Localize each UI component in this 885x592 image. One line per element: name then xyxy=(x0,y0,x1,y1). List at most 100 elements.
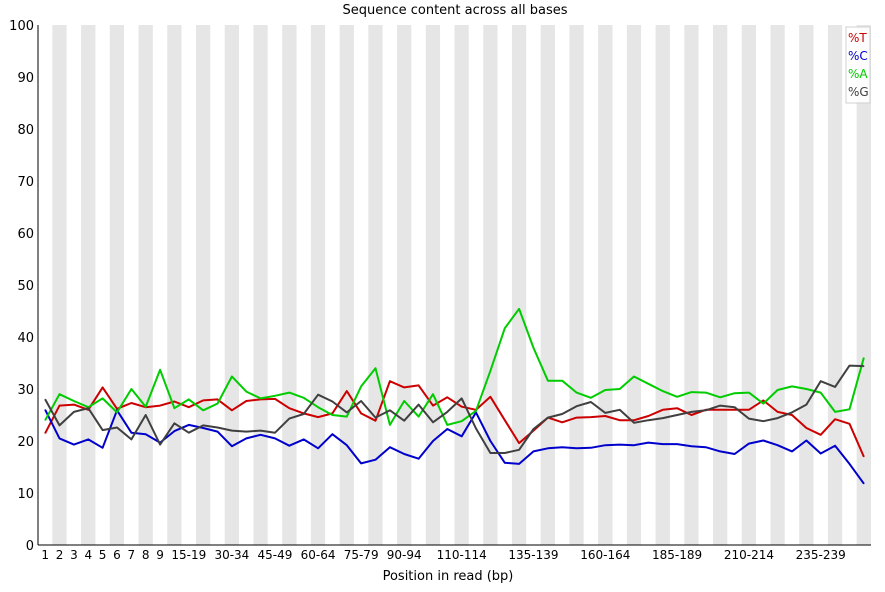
data-point xyxy=(245,400,247,402)
data-point xyxy=(518,308,520,310)
legend-entry: %T xyxy=(848,31,867,45)
data-point xyxy=(216,426,219,429)
background-band xyxy=(239,25,254,545)
data-point xyxy=(604,415,606,417)
data-point xyxy=(748,392,750,394)
data-point xyxy=(805,404,807,406)
data-point xyxy=(791,411,793,413)
data-point xyxy=(676,407,678,409)
data-point xyxy=(489,396,492,398)
data-point xyxy=(619,388,621,390)
background-band xyxy=(727,25,742,545)
data-point xyxy=(274,395,276,397)
data-point xyxy=(188,432,190,434)
data-point xyxy=(173,422,176,424)
data-point xyxy=(432,393,434,395)
data-point xyxy=(547,447,549,449)
x-axis-label: Position in read (bp) xyxy=(383,569,514,584)
data-point xyxy=(863,483,865,485)
data-point xyxy=(575,392,578,394)
y-ticks: 0 10 20 30 40 50 60 70 80 90 100 xyxy=(9,19,34,554)
data-point xyxy=(303,397,305,399)
data-point xyxy=(202,399,204,402)
data-point xyxy=(619,409,621,411)
y-tick-label: 40 xyxy=(17,331,34,346)
background-band xyxy=(210,25,225,545)
data-point xyxy=(705,392,707,394)
data-point xyxy=(690,411,693,413)
data-point xyxy=(719,409,721,411)
data-point xyxy=(58,437,61,439)
data-point xyxy=(762,399,764,402)
data-point xyxy=(504,452,506,454)
x-ticks: 1 2 3 4 5 6 7 8 9 15-19 30-34 45-49 60-64 75-79 90-94 1… xyxy=(41,548,845,562)
data-point xyxy=(446,424,448,426)
data-point xyxy=(260,397,262,399)
background-band xyxy=(555,25,570,545)
data-point xyxy=(403,453,405,455)
data-point xyxy=(461,420,463,422)
data-point xyxy=(245,391,247,393)
data-point xyxy=(288,418,290,420)
data-point xyxy=(604,412,606,414)
background-band xyxy=(569,25,584,545)
data-point xyxy=(173,400,176,403)
data-point xyxy=(762,439,764,442)
data-point xyxy=(748,409,750,411)
data-point xyxy=(719,396,721,398)
data-point xyxy=(647,415,649,417)
axes xyxy=(37,25,871,546)
data-point xyxy=(748,418,750,420)
data-point xyxy=(676,414,678,416)
data-point xyxy=(331,400,334,403)
data-point xyxy=(374,367,377,369)
data-point xyxy=(403,420,405,422)
data-point xyxy=(245,431,247,433)
data-point xyxy=(705,446,707,448)
data-point xyxy=(87,407,89,409)
background-band xyxy=(511,25,527,545)
data-point xyxy=(274,432,276,434)
background-band xyxy=(95,25,110,545)
x-tick-label: 45-49 xyxy=(258,548,293,562)
x-tick-label: 6 xyxy=(113,548,121,562)
data-point xyxy=(288,445,290,447)
data-point xyxy=(317,406,319,408)
data-point xyxy=(360,400,362,402)
data-point xyxy=(733,453,736,455)
data-point xyxy=(619,444,621,446)
background-band xyxy=(770,25,785,545)
data-point xyxy=(44,419,46,421)
background-band xyxy=(583,25,599,545)
data-point xyxy=(690,445,693,447)
background-band xyxy=(167,25,182,545)
data-point xyxy=(848,463,851,465)
data-point xyxy=(590,401,592,403)
legend-box xyxy=(845,26,871,104)
background-band xyxy=(756,25,771,545)
x-tick-label: 75-79 xyxy=(344,548,379,562)
background-band xyxy=(353,25,369,545)
data-point xyxy=(863,357,865,359)
x-tick-label: 2 xyxy=(56,548,64,562)
legend-entry: %G xyxy=(848,85,869,99)
data-point xyxy=(130,432,132,434)
background-band xyxy=(224,25,240,545)
data-point xyxy=(834,386,836,388)
background-band xyxy=(310,25,326,545)
data-point xyxy=(145,414,147,416)
background-band xyxy=(626,25,642,545)
y-tick-label: 60 xyxy=(17,227,34,242)
data-point xyxy=(791,414,793,416)
data-point xyxy=(489,370,492,372)
background-band xyxy=(425,25,441,545)
data-point xyxy=(102,397,104,399)
background-band xyxy=(253,25,268,545)
data-point xyxy=(518,442,520,444)
data-point xyxy=(173,407,176,409)
x-tick-label: 5 xyxy=(99,548,107,562)
data-point xyxy=(561,413,563,415)
data-point xyxy=(417,384,420,386)
data-point xyxy=(216,431,219,433)
